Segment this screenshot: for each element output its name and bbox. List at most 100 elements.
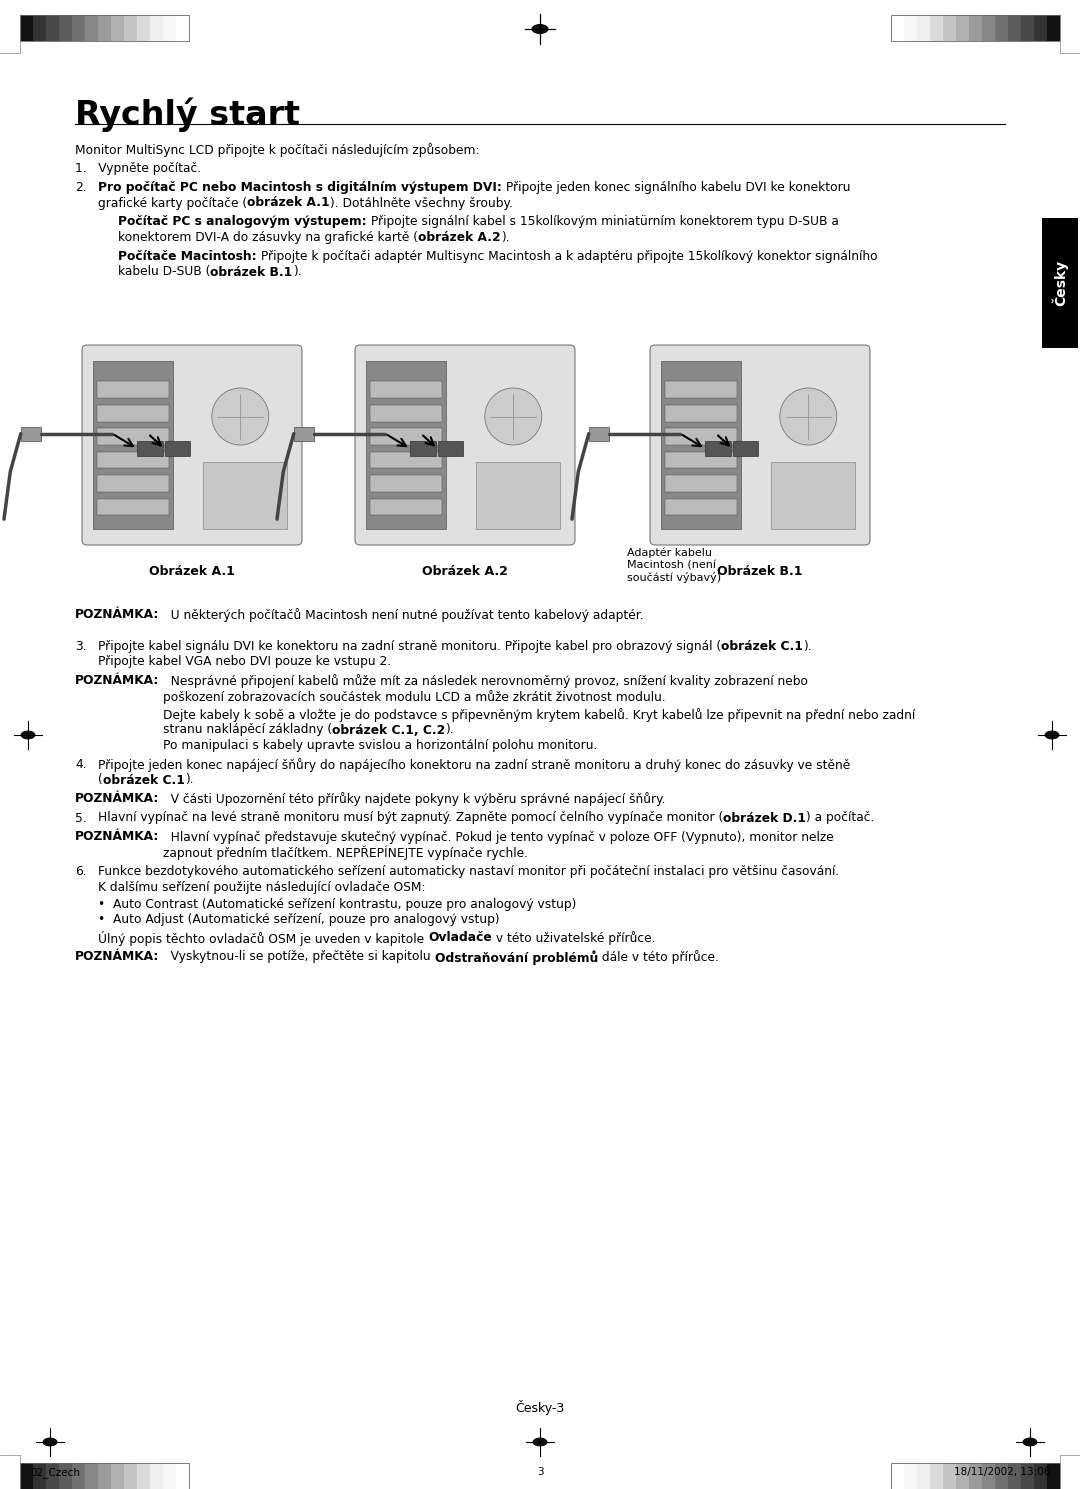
FancyBboxPatch shape	[355, 345, 575, 545]
Text: Odstraňování problémů: Odstraňování problémů	[435, 950, 598, 965]
Bar	[891, 15, 904, 42]
Bar	[124, 15, 137, 42]
Text: poškození zobrazovacích součástek modulu LCD a může zkrátit životnost modulu.: poškození zobrazovacích součástek modulu…	[163, 689, 665, 704]
Text: ).: ).	[501, 231, 510, 244]
Text: Připojte jeden konec napájecí šňůry do napájecího konektoru na zadní straně moni: Připojte jeden konec napájecí šňůry do n…	[98, 758, 850, 771]
Text: Připojte signální kabel s 15kolíkovým miniatürním konektorem typu D-SUB a: Připojte signální kabel s 15kolíkovým mi…	[366, 216, 838, 228]
Bar	[21, 1464, 189, 1489]
Bar	[956, 15, 969, 42]
Bar	[665, 405, 738, 421]
Bar	[97, 475, 170, 491]
Text: Rychlý start: Rychlý start	[75, 97, 300, 131]
Ellipse shape	[21, 731, 35, 739]
Bar	[163, 15, 176, 42]
Text: ) a počítač.: ) a počítač.	[807, 812, 875, 825]
Bar	[21, 15, 189, 42]
Bar	[72, 1464, 85, 1489]
Bar	[705, 441, 730, 457]
Bar	[21, 427, 41, 441]
Circle shape	[485, 389, 542, 445]
Bar	[969, 1464, 982, 1489]
Bar	[366, 362, 446, 529]
Text: ).: ).	[185, 773, 193, 786]
Text: POZNÁMKA:: POZNÁMKA:	[75, 608, 160, 621]
Text: Obrázek A.1: Obrázek A.1	[149, 564, 235, 578]
Bar	[111, 1464, 124, 1489]
Bar	[97, 451, 170, 469]
Bar	[904, 1464, 917, 1489]
Text: obrázek B.1: obrázek B.1	[211, 265, 293, 278]
Text: ).: ).	[804, 640, 812, 654]
Bar	[370, 451, 442, 469]
Bar	[165, 441, 190, 457]
Text: ).: ).	[445, 724, 454, 737]
Text: Monitor MultiSync LCD připojte k počítači následujícím způsobem:: Monitor MultiSync LCD připojte k počítač…	[75, 143, 480, 156]
Bar	[370, 499, 442, 515]
Bar	[982, 15, 995, 42]
Bar	[475, 462, 559, 529]
Text: ). Dotáhlněte všechny šrouby.: ). Dotáhlněte všechny šrouby.	[329, 197, 513, 210]
Text: stranu naklápěcí základny (: stranu naklápěcí základny (	[163, 724, 333, 737]
Bar	[665, 451, 738, 469]
Text: obrázek C.1, C.2: obrázek C.1, C.2	[333, 724, 445, 737]
Bar	[137, 1464, 150, 1489]
Text: 2.: 2.	[75, 182, 86, 194]
Text: Česky-3: Česky-3	[515, 1400, 565, 1415]
Bar	[982, 1464, 995, 1489]
Bar	[97, 381, 170, 398]
Text: POZNÁMKA:: POZNÁMKA:	[75, 831, 160, 843]
Bar	[21, 15, 33, 42]
Text: v této uživatelské přírůce.: v této uživatelské přírůce.	[491, 931, 656, 946]
Text: Česky: Česky	[1052, 261, 1068, 307]
Text: Po manipulaci s kabely upravte svislou a horizontální polohu monitoru.: Po manipulaci s kabely upravte svislou a…	[163, 739, 597, 752]
Bar	[33, 15, 46, 42]
Bar	[59, 15, 72, 42]
Text: 6.: 6.	[75, 865, 86, 879]
Bar	[97, 429, 170, 445]
Bar	[21, 1464, 33, 1489]
Bar	[163, 1464, 176, 1489]
Bar	[969, 15, 982, 42]
Bar	[370, 405, 442, 421]
Text: Připojte jeden konec signálního kabelu DVI ke konektoru: Připojte jeden konec signálního kabelu D…	[502, 182, 850, 194]
Text: Macintosh (není: Macintosh (není	[627, 560, 716, 570]
Bar	[137, 441, 163, 457]
Text: obrázek D.1: obrázek D.1	[724, 812, 807, 825]
Text: K dalšímu seřízení použijte následující ovladače OSM:: K dalšímu seřízení použijte následující …	[98, 880, 426, 893]
Bar	[111, 15, 124, 42]
Bar	[72, 15, 85, 42]
Bar	[1034, 15, 1047, 42]
Bar	[917, 15, 930, 42]
Ellipse shape	[1045, 731, 1059, 739]
Bar	[943, 1464, 956, 1489]
Bar	[1021, 1464, 1034, 1489]
Text: Obrázek B.1: Obrázek B.1	[717, 564, 802, 578]
Bar	[732, 441, 758, 457]
Text: •  Auto Adjust (Automatické seřízení, pouze pro analogový vstup): • Auto Adjust (Automatické seřízení, pou…	[98, 913, 500, 926]
Bar	[930, 1464, 943, 1489]
Bar	[93, 362, 173, 529]
Text: 5.: 5.	[75, 812, 86, 825]
FancyBboxPatch shape	[650, 345, 870, 545]
Text: Dejte kabely k sobě a vložte je do podstavce s připevněným krytem kabelů. Kryt k: Dejte kabely k sobě a vložte je do podst…	[163, 707, 915, 722]
Bar	[370, 429, 442, 445]
Text: obrázek C.1: obrázek C.1	[103, 773, 185, 786]
Text: Připojte kabel signálu DVI ke konektoru na zadní straně monitoru. Připojte kabel: Připojte kabel signálu DVI ke konektoru …	[98, 640, 721, 654]
Bar	[891, 1464, 904, 1489]
Text: Připojte k počítači adaptér Multisync Macintosh a k adaptéru připojte 15kolíkový: Připojte k počítači adaptér Multisync Ma…	[257, 250, 877, 264]
Bar	[97, 499, 170, 515]
Bar	[589, 427, 609, 441]
Bar	[46, 1464, 59, 1489]
Bar	[203, 462, 286, 529]
Bar	[917, 1464, 930, 1489]
Bar	[370, 381, 442, 398]
Text: 3: 3	[537, 1467, 543, 1477]
Bar	[1047, 1464, 1059, 1489]
Bar	[1008, 15, 1021, 42]
Text: grafické karty počítače (: grafické karty počítače (	[98, 197, 247, 210]
Text: 3.: 3.	[75, 640, 86, 654]
Ellipse shape	[1023, 1438, 1037, 1446]
Bar	[370, 475, 442, 491]
Text: obrázek C.1: obrázek C.1	[721, 640, 804, 654]
Bar	[59, 1464, 72, 1489]
